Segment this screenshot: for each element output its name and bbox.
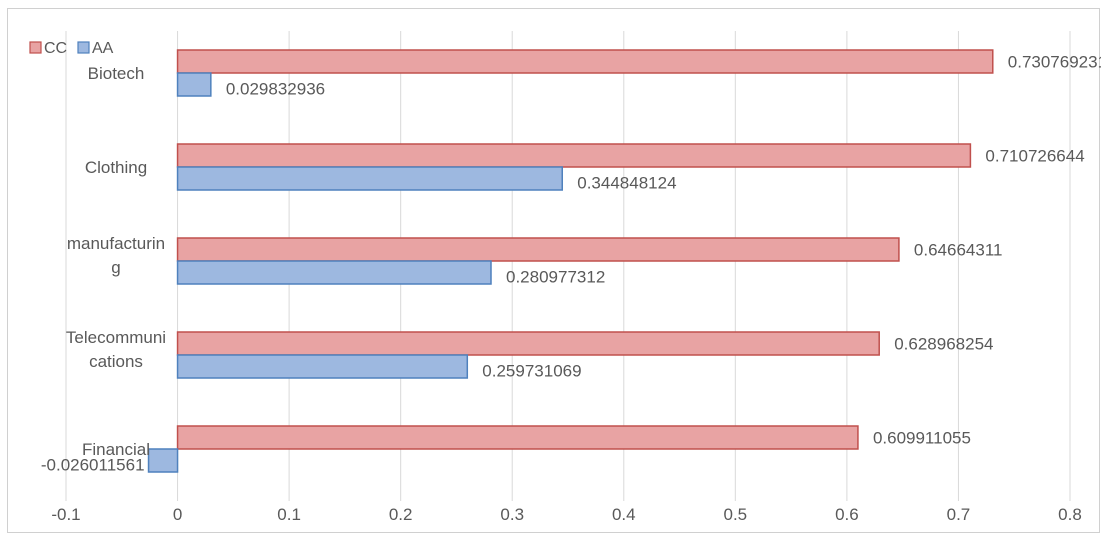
category-label: Clothing <box>85 158 147 177</box>
data-label: 0.280977312 <box>506 268 605 287</box>
bar-cc <box>176 143 972 168</box>
x-tick-label: 0.1 <box>277 505 301 524</box>
legend-label-cc: CC <box>44 40 67 57</box>
category-label: manufacturin g <box>67 234 165 277</box>
x-tick-label: -0.1 <box>51 505 80 524</box>
legend-swatch-cc <box>29 41 42 54</box>
x-tick-label: 0 <box>173 505 182 524</box>
data-label: 0.259731069 <box>482 362 581 381</box>
bar-aa <box>176 72 212 97</box>
category-label: Financial <box>82 440 150 459</box>
x-tick-label: 0.2 <box>389 505 413 524</box>
data-label: 0.628968254 <box>894 335 993 354</box>
legend-label-aa: AA <box>92 40 114 57</box>
bar-cc <box>176 331 880 356</box>
x-tick-labels: -0.1 0 0.1 0.2 0.3 0.4 0.5 0.6 0.7 0.8 <box>51 505 1081 524</box>
category-label: Telecommuni cations <box>66 328 166 371</box>
legend-swatch-aa <box>77 41 90 54</box>
chart: 0.730769231 0.029832936 0.710726644 0.34484… <box>7 8 1101 533</box>
bar-aa <box>176 260 492 285</box>
x-tick-label: 0.3 <box>500 505 524 524</box>
x-tick-label: 0.8 <box>1058 505 1082 524</box>
data-label: 0.344848124 <box>577 174 676 193</box>
legend: CC AA <box>29 40 114 57</box>
data-label: 0.710726644 <box>985 147 1084 166</box>
data-label: 0.64664311 <box>914 241 1003 260</box>
bar-chart-svg: 0.730769231 0.029832936 0.710726644 0.34484… <box>29 31 1101 524</box>
data-label: 0.029832936 <box>226 80 325 99</box>
gridlines <box>65 31 1071 501</box>
x-tick-label: 0.6 <box>835 505 859 524</box>
data-label: 0.730769231 <box>1008 53 1101 72</box>
bar-cc <box>176 237 900 262</box>
bars <box>147 49 994 473</box>
bar-cc <box>176 425 859 450</box>
category-labels: Biotech Clothing manufacturin g Telecommuni c… <box>66 64 166 459</box>
data-labels: 0.730769231 0.029832936 0.710726644 0.34484… <box>41 53 1101 475</box>
data-label: -0.026011561 <box>41 456 145 475</box>
x-tick-label: 0.4 <box>612 505 636 524</box>
bar-aa <box>176 166 564 191</box>
category-label: Biotech <box>88 64 145 83</box>
bar-cc <box>176 49 994 74</box>
data-label: 0.609911055 <box>873 429 971 448</box>
x-tick-label: 0.7 <box>947 505 971 524</box>
bar-aa <box>176 354 469 379</box>
bar-aa <box>147 448 179 473</box>
x-tick-label: 0.5 <box>724 505 748 524</box>
